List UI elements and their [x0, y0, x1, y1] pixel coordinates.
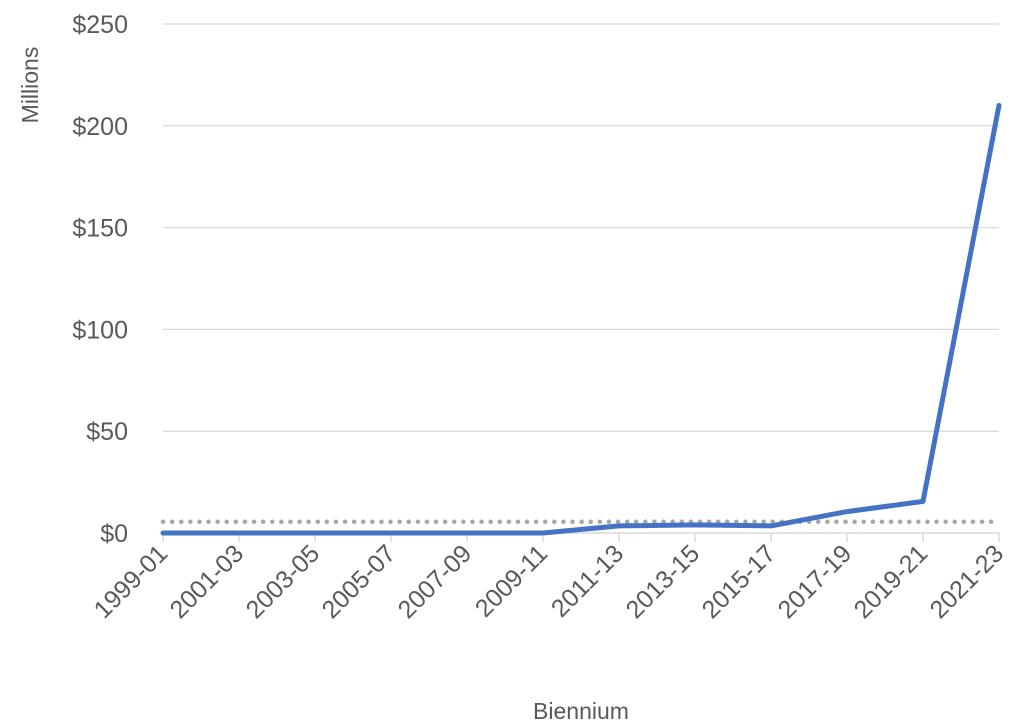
- x-axis-ticks: 1999-012001-032003-052005-072007-092009-…: [89, 532, 1010, 624]
- plot-lines: [160, 102, 1002, 536]
- x-tick-label: 2003-05: [241, 539, 326, 624]
- y-tick-label: $0: [100, 520, 128, 548]
- gridlines: [163, 23, 999, 432]
- x-tick-label: 2009-11: [470, 539, 553, 622]
- x-axis-title: Biennium: [533, 698, 629, 724]
- x-tick-label: 2019-21: [849, 539, 934, 624]
- y-tick-label: $250: [72, 11, 128, 39]
- x-tick-label: 2007-09: [393, 539, 478, 624]
- x-tick-label: 2001-03: [165, 539, 250, 624]
- series-line: [160, 102, 1002, 536]
- y-tick-label: $150: [72, 215, 128, 243]
- y-axis-title: Millions: [17, 47, 43, 124]
- y-tick-label: $200: [72, 113, 128, 141]
- x-tick-label: 2011-13: [546, 539, 629, 622]
- x-tick-label: 2017-19: [773, 539, 858, 624]
- x-tick-label: 2021-23: [925, 539, 1010, 624]
- x-tick-label: 1999-01: [89, 539, 174, 624]
- x-tick-label: 2015-17: [697, 539, 782, 624]
- x-tick-label: 2005-07: [317, 539, 402, 624]
- x-tick-label: 2013-15: [621, 539, 706, 624]
- y-tick-label: $50: [86, 418, 128, 446]
- y-axis-ticks: $0 $50 $100 $150 $200 $250: [72, 11, 128, 548]
- y-tick-label: $100: [72, 316, 128, 344]
